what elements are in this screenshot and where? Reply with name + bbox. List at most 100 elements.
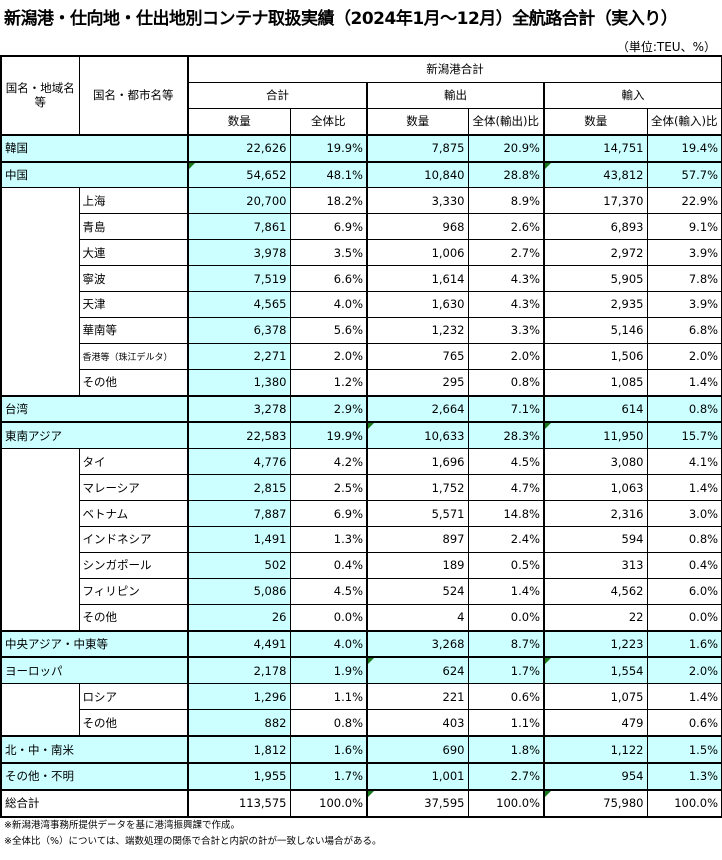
cell-export-qty: 7,875 xyxy=(366,133,469,163)
header-import-ratio: 全体(輸入)比 xyxy=(646,107,722,136)
cell-total-qty: 6,378 xyxy=(187,316,291,344)
indent-cell xyxy=(0,213,80,240)
container-table: 国名・地域名等 国名・都市名等 新潟港合計 合計 輸出 輸入 数量 全体比 数量… xyxy=(0,55,722,818)
city-name: 大連 xyxy=(78,239,189,267)
cell-total-ratio: 1.6% xyxy=(289,735,368,764)
cell-export-ratio: 2.6% xyxy=(467,213,545,241)
cell-export-qty: 1,001 xyxy=(366,762,469,791)
header-total-qty: 数量 xyxy=(187,107,291,136)
cell-import-ratio: 3.0% xyxy=(646,500,722,528)
indent-cell xyxy=(0,604,80,631)
footnotes: ※新潟港湾事務所提供データを基に港湾振興課で作成。 ※全体比（%）については、端… xyxy=(4,818,382,850)
indent-cell xyxy=(0,683,80,710)
cell-export-ratio: 14.8% xyxy=(467,500,545,528)
cell-import-qty: 4,562 xyxy=(543,577,648,605)
table-row: フィリピン 5,086 4.5% 524 1.4% 4,562 6.0% xyxy=(0,577,722,605)
cell-export-ratio: 8.9% xyxy=(467,187,545,215)
cell-total-ratio: 2.9% xyxy=(289,394,368,423)
header-import-qty: 数量 xyxy=(543,107,648,136)
indent-cell xyxy=(0,448,80,475)
cell-export-qty: 524 xyxy=(366,577,469,605)
cell-import-qty: 614 xyxy=(543,394,648,423)
cell-total-qty: 2,271 xyxy=(187,342,291,370)
cell-import-qty: 1,223 xyxy=(543,629,648,658)
region-name: 北・中・南米 xyxy=(0,735,188,764)
unit-label: （単位:TEU、%） xyxy=(616,40,716,54)
cell-total-qty: 7,519 xyxy=(187,265,291,293)
cell-total-qty: 3,278 xyxy=(187,394,291,423)
cell-total-qty: 4,491 xyxy=(187,629,291,658)
table-row: その他 26 0.0% 4 0.0% 22 0.0% xyxy=(0,603,722,632)
cell-export-ratio: 0.5% xyxy=(467,551,545,579)
cell-import-ratio: 4.1% xyxy=(646,448,722,476)
indent-cell xyxy=(0,291,80,318)
cell-import-qty: 5,146 xyxy=(543,316,648,344)
table-row: 東南アジア 22,583 19.9% 10,633 28.3% 11,950 15.7% xyxy=(0,421,722,450)
cell-import-ratio: 57.7% xyxy=(646,160,722,189)
city-name: その他 xyxy=(78,603,189,632)
footnote: ※新潟港湾事務所提供データを基に港湾振興課で作成。 xyxy=(4,820,240,831)
cell-export-qty: 1,232 xyxy=(366,316,469,344)
cell-total-qty: 1,380 xyxy=(187,368,291,397)
cell-export-qty: 897 xyxy=(366,526,469,553)
cell-total-qty: 4,565 xyxy=(187,291,291,318)
table-row: 台湾 3,278 2.9% 2,664 7.1% 614 0.8% xyxy=(0,394,722,423)
header-total: 合計 xyxy=(187,81,368,109)
table-row: 北・中・南米 1,812 1.6% 690 1.8% 1,122 1.5% xyxy=(0,735,722,764)
cell-import-ratio: 6.8% xyxy=(646,316,722,344)
indent-cell xyxy=(0,369,80,396)
cell-export-qty: 765 xyxy=(366,342,469,370)
indent-cell xyxy=(0,500,80,527)
indent-cell xyxy=(0,239,80,266)
city-name: 寧波 xyxy=(78,265,189,293)
cell-total-ratio: 4.5% xyxy=(289,577,368,605)
cell-import-qty: 3,080 xyxy=(543,448,648,476)
header-import: 輸入 xyxy=(542,81,722,109)
region-name: 台湾 xyxy=(0,394,188,423)
page-title: 新潟港・仕向地・仕出地別コンテナ取扱実績（2024年1月～12月）全航路合計（実… xyxy=(4,9,678,29)
cell-import-qty: 1,554 xyxy=(543,656,648,685)
cell-export-qty: 2,664 xyxy=(366,394,469,423)
table-row: 天津 4,565 4.0% 1,630 4.3% 2,935 3.9% xyxy=(0,291,722,318)
header-city: 国名・都市名等 xyxy=(78,55,189,136)
region-name: 中国 xyxy=(0,160,188,189)
cell-import-ratio: 2.0% xyxy=(646,342,722,370)
table-row: その他 882 0.8% 403 1.1% 479 0.6% xyxy=(0,709,722,737)
city-name: その他 xyxy=(78,709,189,737)
cell-total-ratio: 2.0% xyxy=(289,342,368,370)
table-row: 香港等（珠江デルタ） 2,271 2.0% 765 2.0% 1,506 2.0% xyxy=(0,342,722,370)
city-name: ロシア xyxy=(78,683,189,711)
cell-total-ratio: 0.4% xyxy=(289,551,368,579)
region-name: ヨーロッパ xyxy=(0,656,188,685)
cell-import-qty: 43,812 xyxy=(543,160,648,189)
cell-import-qty: 2,935 xyxy=(543,291,648,318)
table-row: 中央アジア・中東等 4,491 4.0% 3,268 8.7% 1,223 1.6% xyxy=(0,629,722,658)
cell-export-ratio: 2.7% xyxy=(467,762,545,791)
cell-total-ratio: 1.2% xyxy=(289,368,368,397)
city-name: 青島 xyxy=(78,213,189,241)
cell-total-qty: 1,296 xyxy=(187,683,291,711)
table-row: インドネシア 1,491 1.3% 897 2.4% 594 0.8% xyxy=(0,526,722,553)
cell-import-ratio: 1.3% xyxy=(646,762,722,791)
cell-total-qty: 1,955 xyxy=(187,762,291,791)
cell-import-qty: 6,893 xyxy=(543,213,648,241)
cell-import-ratio: 100.0% xyxy=(646,788,722,818)
cell-total-qty: 502 xyxy=(187,551,291,579)
cell-import-ratio: 0.8% xyxy=(646,394,722,423)
cell-export-qty: 1,614 xyxy=(366,265,469,293)
cell-total-qty: 4,776 xyxy=(187,448,291,476)
cell-import-ratio: 7.8% xyxy=(646,265,722,293)
city-name: 香港等（珠江デルタ） xyxy=(78,342,189,370)
indent-cell xyxy=(0,526,80,553)
table-row: ロシア 1,296 1.1% 221 0.6% 1,075 1.4% xyxy=(0,683,722,711)
cell-total-qty: 2,178 xyxy=(187,656,291,685)
header-export-ratio: 全体(輸出)比 xyxy=(467,107,545,136)
cell-import-qty: 594 xyxy=(543,526,648,553)
cell-export-ratio: 4.3% xyxy=(467,291,545,318)
footnote: ※全体比（%）については、端数処理の関係で合計と内訳の計が一致しない場合がある。 xyxy=(4,836,382,847)
cell-total-qty: 3,978 xyxy=(187,239,291,267)
cell-import-qty: 313 xyxy=(543,551,648,579)
cell-export-ratio: 0.8% xyxy=(467,368,545,397)
indent-cell xyxy=(0,709,80,737)
cell-import-qty: 75,980 xyxy=(543,788,648,818)
